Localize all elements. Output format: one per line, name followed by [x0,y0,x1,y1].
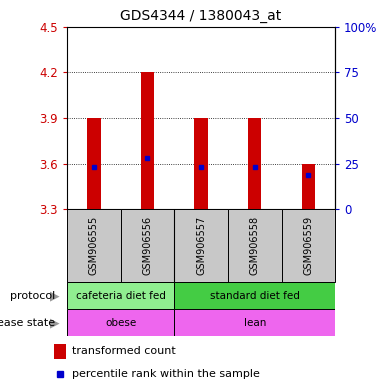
Bar [141,73,154,209]
Text: disease state: disease state [0,318,56,328]
Text: ▶: ▶ [50,289,59,302]
Text: protocol: protocol [10,291,56,301]
Title: GDS4344 / 1380043_at: GDS4344 / 1380043_at [120,9,282,23]
Text: standard diet fed: standard diet fed [210,291,300,301]
Text: GSM906556: GSM906556 [142,216,152,275]
Bar [67,209,121,282]
Bar [87,118,100,209]
Text: lean: lean [244,318,266,328]
Bar [248,118,262,209]
Text: GSM906558: GSM906558 [250,216,260,275]
Text: GSM906557: GSM906557 [196,216,206,275]
Text: percentile rank within the sample: percentile rank within the sample [72,369,260,379]
Text: GSM906559: GSM906559 [303,216,313,275]
Text: GSM906555: GSM906555 [89,216,99,275]
Bar [67,282,174,309]
Bar [174,209,228,282]
Bar [121,209,174,282]
Bar [228,209,282,282]
Bar [174,282,335,309]
Bar [67,309,174,336]
Text: obese: obese [105,318,136,328]
Text: transformed count: transformed count [72,346,176,356]
Bar [302,164,315,209]
Text: cafeteria diet fed: cafeteria diet fed [76,291,165,301]
Bar [174,309,335,336]
Bar [282,209,335,282]
Bar [54,344,66,359]
Bar [195,118,208,209]
Text: ▶: ▶ [50,316,59,329]
